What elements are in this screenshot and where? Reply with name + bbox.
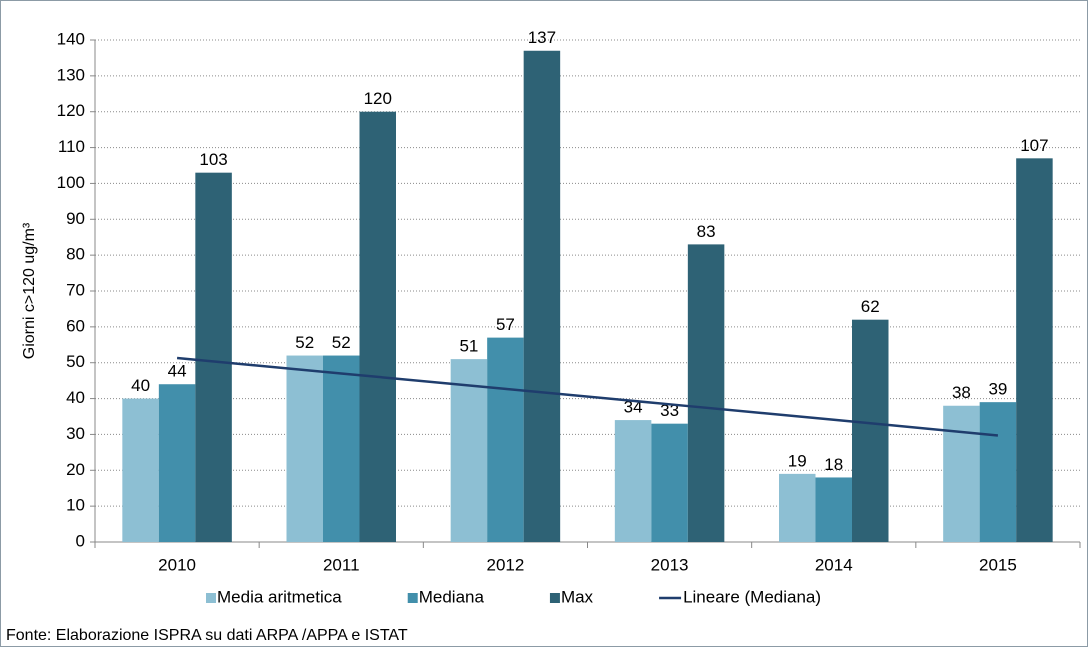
legend-swatch: [407, 593, 418, 603]
x-tick-label: 2015: [979, 555, 1017, 574]
legend-label: Max: [561, 587, 594, 606]
y-tick-label: 30: [66, 424, 85, 443]
value-label: 107: [1020, 136, 1048, 155]
value-label: 51: [459, 337, 478, 356]
trend-line: [176, 356, 999, 437]
value-label: 137: [528, 28, 556, 47]
x-tick-label: 2013: [651, 555, 689, 574]
bar: [487, 337, 524, 542]
value-label: 38: [952, 383, 971, 402]
x-tick-label: 2011: [323, 555, 360, 574]
value-label: 103: [199, 150, 227, 169]
bar: [158, 384, 196, 542]
y-tick-label: 60: [66, 316, 85, 335]
value-label: 40: [131, 376, 150, 395]
bar: [943, 405, 980, 542]
x-tick-label: 2014: [815, 555, 853, 574]
value-label: 83: [697, 222, 716, 241]
bar: [651, 423, 688, 542]
bar: [122, 398, 159, 542]
y-tick-label: 80: [66, 245, 85, 264]
bar: [286, 355, 323, 542]
bar: [195, 172, 232, 542]
bar: [852, 319, 889, 542]
y-tick-label: 0: [76, 531, 85, 550]
y-tick-label: 140: [57, 29, 85, 48]
y-tick-label: 110: [58, 137, 85, 156]
y-tick-label: 90: [66, 209, 85, 228]
y-tick-label: 20: [66, 460, 85, 479]
bar: [523, 50, 561, 542]
value-label: 52: [295, 333, 314, 352]
value-label: 39: [988, 380, 1007, 399]
bar: [359, 111, 396, 542]
value-label: 62: [861, 297, 880, 316]
y-tick-label: 70: [66, 280, 85, 299]
legend-swatch: [549, 593, 560, 603]
bar: [614, 420, 652, 542]
legend-swatch: [206, 593, 216, 603]
x-tick-label: 2012: [487, 555, 525, 574]
bar: [979, 402, 1017, 542]
source-note: Fonte: Elaborazione ISPRA su dati ARPA /…: [6, 627, 408, 644]
bar: [323, 355, 360, 542]
y-tick-label: 10: [66, 496, 85, 515]
value-label: 57: [496, 315, 515, 334]
bar: [450, 359, 488, 542]
bar: [779, 473, 816, 542]
y-tick-label: 100: [57, 173, 85, 192]
bar: [1016, 158, 1053, 543]
y-tick-label: 40: [66, 388, 85, 407]
value-label: 120: [364, 89, 392, 108]
legend-label: Mediana: [419, 587, 485, 606]
value-label: 18: [824, 455, 843, 474]
bar: [687, 244, 725, 542]
legend-label: Lineare (Mediana): [683, 587, 821, 606]
y-tick-label: 50: [66, 352, 85, 371]
y-tick-label: 120: [57, 101, 85, 120]
legend-label: Media aritmetica: [217, 587, 342, 606]
bar: [815, 477, 852, 542]
y-axis-label: Giorni c>120 ug/m³: [21, 222, 38, 359]
value-label: 44: [168, 362, 187, 381]
y-tick-label: 130: [57, 65, 85, 84]
value-label: 52: [332, 333, 351, 352]
value-label: 19: [788, 451, 807, 470]
x-tick-label: 2010: [158, 555, 196, 574]
